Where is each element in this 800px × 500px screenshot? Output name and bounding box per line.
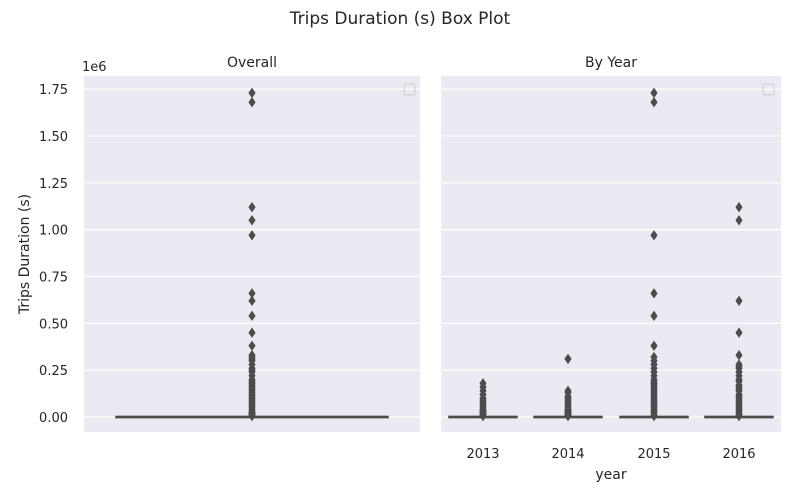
xtick-label-2016: 2016: [722, 447, 755, 462]
outlier-point: [479, 410, 487, 422]
outlier-point: [248, 295, 256, 307]
panel-by-year-background: [441, 76, 781, 432]
outlier-point: [735, 410, 743, 422]
outlier-point: [248, 97, 256, 108]
outlier-point: [564, 410, 572, 422]
xtick-label-2015: 2015: [637, 447, 670, 462]
panel-overall-y-scale-label: 1e6: [82, 60, 107, 75]
outlier-point: [650, 87, 658, 99]
ytick-label: 0.50: [39, 317, 68, 332]
outlier-point: [248, 215, 256, 226]
ytick-label: 0.00: [39, 411, 68, 426]
outlier-point: [735, 215, 743, 226]
outlier-point: [650, 340, 658, 352]
outlier-point: [248, 327, 256, 338]
box-2013: [448, 378, 518, 422]
figure-suptitle: Trips Duration (s) Box Plot: [289, 9, 511, 29]
ytick-label: 1.75: [39, 83, 68, 98]
outlier-point: [650, 410, 658, 422]
outlier-point: [650, 288, 658, 299]
outlier-point: [735, 295, 743, 307]
ytick-label: 1.25: [39, 177, 68, 192]
outlier-point: [248, 410, 256, 422]
panel-by-year: By Year 2013 2014 2015 2016 year: [441, 55, 781, 483]
outlier-point: [248, 340, 256, 352]
ytick-label: 0.25: [39, 364, 68, 379]
outlier-point: [564, 353, 572, 365]
panel-overall-ytick-labels: 0.00 0.25 0.50 0.75 1.00 1.25 1.50 1.75: [39, 83, 68, 426]
outlier-point: [248, 230, 256, 241]
ytick-label: 1.50: [39, 130, 68, 145]
outlier-point: [650, 97, 658, 108]
xtick-label-2013: 2013: [466, 447, 499, 462]
outlier-point: [248, 201, 256, 213]
xtick-label-2014: 2014: [551, 447, 584, 462]
panel-by-year-boxes: [448, 87, 774, 422]
panel-by-year-legend-box: [762, 83, 775, 96]
outlier-point: [248, 310, 256, 322]
outlier-point: [248, 288, 256, 299]
panel-overall-boxes: [115, 87, 389, 422]
outlier-point: [735, 349, 743, 361]
box-2015: [619, 87, 689, 422]
outlier-point: [650, 230, 658, 241]
box-2016: [704, 201, 774, 422]
panel-overall-legend-box: [403, 83, 416, 96]
panel-by-year-xtick-labels: 2013 2014 2015 2016: [466, 447, 755, 462]
ytick-label: 0.75: [39, 270, 68, 285]
outlier-point: [735, 201, 743, 213]
box-overall: [115, 87, 389, 422]
box-2014: [533, 353, 603, 422]
ytick-label: 1.00: [39, 224, 68, 239]
panel-overall-title: Overall: [227, 55, 277, 71]
outlier-point: [248, 87, 256, 99]
outlier-point: [650, 310, 658, 322]
panel-overall: 0.00 0.25 0.50 0.75 1.00 1.25 1.50 1.75 Overall…: [17, 55, 420, 432]
panel-overall-ylabel: Trips Duration (s): [17, 194, 33, 315]
outlier-point: [735, 327, 743, 338]
panel-by-year-title: By Year: [585, 55, 637, 71]
panel-by-year-xlabel: year: [595, 467, 626, 483]
